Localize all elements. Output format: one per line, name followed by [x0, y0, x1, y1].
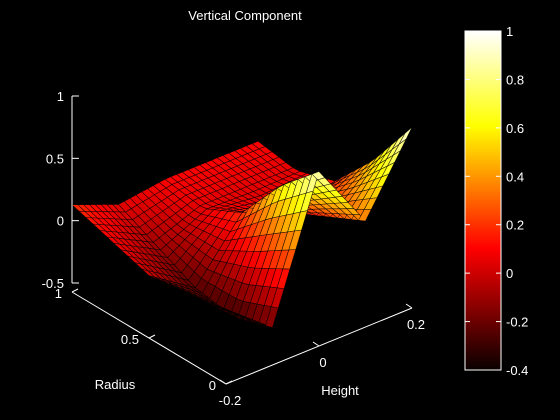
z-tick-label: 1 [57, 89, 64, 104]
y-tick-label: 0.5 [121, 332, 139, 347]
y-tick-mark [148, 334, 156, 339]
colorbar-tick-label: 0.6 [506, 121, 524, 136]
y-tick-label: 0 [209, 378, 216, 393]
colorbar-tick-label: -0.2 [506, 315, 528, 330]
colorbar-tick-label: 1 [506, 24, 513, 39]
surface-patch [398, 126, 413, 145]
surface-plot [71, 126, 413, 328]
x-axis-ticks: -0.2 0 0.2 [219, 303, 425, 408]
z-tick-label: -0.5 [42, 276, 64, 291]
x-tick-label: -0.2 [219, 393, 241, 408]
x-axis-label: Height [321, 383, 359, 398]
colorbar-tick-label: 0 [506, 266, 513, 281]
x-tick-mark [219, 379, 227, 385]
colorbar-tick-label: 0.4 [506, 169, 524, 184]
chart-title: Vertical Component [188, 8, 302, 23]
colorbar-ticks: -0.4 -0.2 0 0.2 0.4 0.6 0.8 1 [465, 24, 528, 378]
x-tick-mark [405, 303, 413, 309]
z-axis-ticks: -0.5 0 0.5 1 [42, 89, 79, 291]
x-tick-label: 0.2 [407, 317, 425, 332]
y-axis-label: Radius [95, 377, 136, 392]
colorbar-tick-label: -0.4 [506, 363, 528, 378]
colorbar [464, 30, 502, 371]
x-tick-mark [312, 341, 320, 347]
y-tick-mark [71, 288, 79, 293]
z-tick-label: 0.5 [46, 151, 64, 166]
colorbar-tick-label: 0.8 [506, 72, 524, 87]
y-tick-label: 1 [55, 286, 62, 301]
y-axis-ticks: 00.51 [55, 286, 233, 393]
x-tick-label: 0 [319, 355, 326, 370]
colorbar-tick-label: 0.2 [506, 218, 524, 233]
z-tick-label: 0 [57, 214, 64, 229]
